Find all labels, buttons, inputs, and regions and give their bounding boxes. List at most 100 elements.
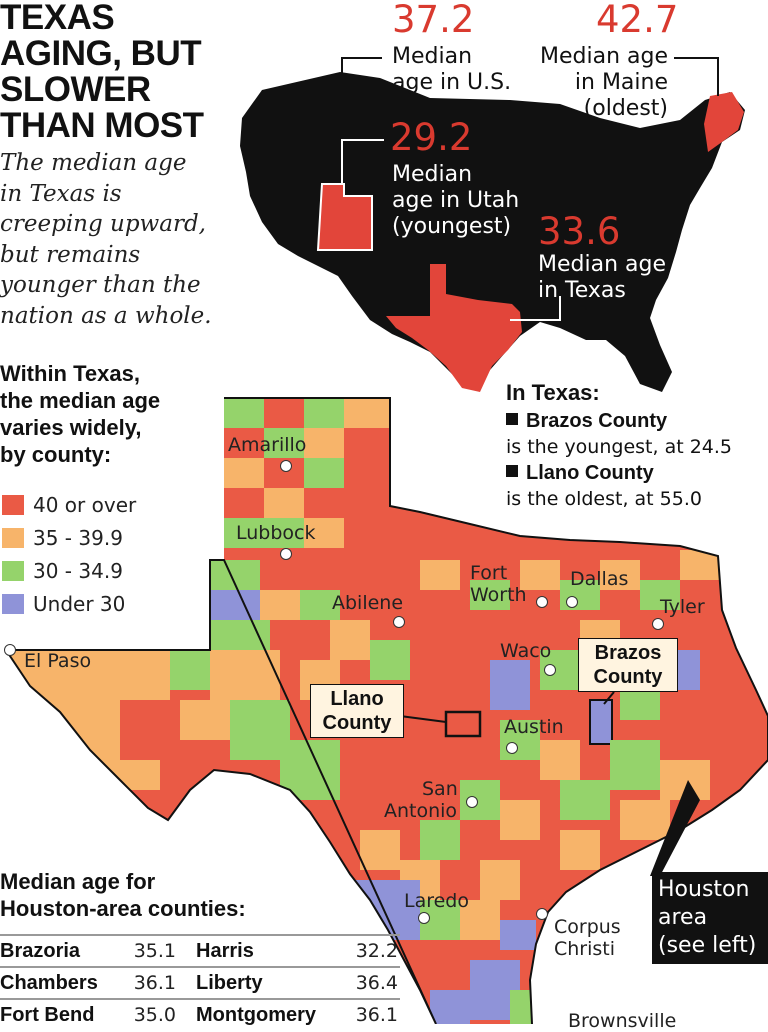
city-san-antonio-line: San bbox=[422, 778, 458, 800]
caption-line: age in U.S. bbox=[392, 70, 512, 95]
oldest-county-name: Llano County bbox=[506, 462, 654, 485]
legend-swatch bbox=[2, 561, 24, 581]
maine-median-value: 42.7 bbox=[596, 0, 679, 41]
city-dot bbox=[544, 664, 556, 676]
caption-line: Median age bbox=[540, 44, 668, 69]
caption-line: in Maine bbox=[574, 70, 668, 95]
bullet-square-icon bbox=[506, 465, 518, 477]
title-line: the median age bbox=[0, 388, 161, 413]
legend-swatch bbox=[2, 495, 24, 515]
legend-item: 40 or over bbox=[0, 492, 200, 518]
title-line: by county: bbox=[0, 442, 112, 467]
city-dallas: Dallas bbox=[570, 568, 629, 590]
city-dot bbox=[566, 596, 578, 608]
county-value: 36.4 bbox=[355, 972, 398, 994]
youngest-county-label: Brazos County bbox=[526, 410, 668, 432]
county-name: Fort Bend bbox=[0, 1004, 95, 1026]
city-dot bbox=[506, 742, 518, 754]
oldest-county-label: Llano County bbox=[526, 462, 654, 484]
city-abilene: Abilene bbox=[332, 592, 404, 614]
legend-label: 30 - 34.9 bbox=[33, 559, 123, 583]
houston-pointer bbox=[650, 780, 700, 876]
title-line: Within Texas, bbox=[0, 361, 140, 386]
llano-county-outline bbox=[444, 710, 482, 738]
deck-line: nation as a whole. bbox=[0, 302, 212, 329]
table-row: Fort Bend 35.0 Montgomery 36.1 bbox=[0, 998, 400, 1032]
callout-line: County bbox=[593, 666, 663, 688]
caption-line: Median bbox=[392, 44, 473, 69]
caption-line: Median age bbox=[538, 252, 666, 277]
city-san-antonio: San Antonio bbox=[384, 778, 458, 822]
title-line: Median age for bbox=[0, 869, 156, 894]
callout-line: Llano bbox=[330, 688, 384, 710]
city-dot bbox=[652, 618, 664, 630]
texas-median-value: 33.6 bbox=[538, 210, 621, 253]
county-name: Brazoria bbox=[0, 940, 81, 962]
city-lubbock: Lubbock bbox=[236, 522, 316, 544]
legend-item: 30 - 34.9 bbox=[0, 558, 200, 584]
legend-label: 35 - 39.9 bbox=[33, 526, 123, 550]
city-corpus-christi-line: Corpus bbox=[554, 916, 621, 938]
city-fort-worth-line: Fort bbox=[470, 562, 508, 584]
maine-leader-line bbox=[674, 57, 719, 96]
county-value: 35.1 bbox=[133, 940, 176, 962]
deck-line: younger than the bbox=[0, 272, 201, 298]
caption-line: (youngest) bbox=[392, 214, 512, 239]
city-el-paso: El Paso bbox=[24, 650, 92, 672]
city-amarillo: Amarillo bbox=[228, 434, 307, 456]
caption-line: Median bbox=[392, 162, 473, 187]
caption-line: age in Utah bbox=[392, 188, 520, 213]
texas-outline bbox=[4, 397, 768, 1024]
callout-line: (see left) bbox=[658, 933, 757, 958]
city-waco: Waco bbox=[500, 640, 552, 662]
texas-facts-title: In Texas: bbox=[506, 380, 600, 405]
city-dot bbox=[466, 796, 478, 808]
us-map-shape bbox=[240, 72, 745, 392]
title-line: varies widely, bbox=[0, 415, 142, 440]
callout-line: County bbox=[322, 712, 392, 734]
county-name: Liberty bbox=[196, 972, 263, 994]
headline-line: TEXAS bbox=[0, 0, 115, 37]
callout-line: Houston bbox=[658, 877, 750, 902]
city-corpus-christi: Corpus Christi bbox=[554, 916, 621, 960]
headline: TEXAS AGING, BUT SLOWER THAN MOST bbox=[0, 0, 230, 144]
city-dot bbox=[4, 644, 16, 656]
county-value: 32.2 bbox=[355, 940, 398, 962]
deck-line: The median age bbox=[0, 150, 187, 176]
table-row: Chambers 36.1 Liberty 36.4 bbox=[0, 966, 400, 1000]
county-name: Harris bbox=[196, 940, 254, 962]
houston-area-callout: Houston area (see left) bbox=[652, 872, 768, 964]
brazos-county-callout: Brazos County bbox=[578, 638, 678, 692]
city-san-antonio-line: Antonio bbox=[384, 800, 458, 822]
youngest-county-text: is the youngest, at 24.5 bbox=[506, 436, 733, 458]
utah-median-caption: Median age in Utah (youngest) bbox=[392, 162, 519, 240]
deck-text: The median age in Texas is creeping upwa… bbox=[0, 148, 228, 331]
llano-leader-line bbox=[399, 715, 447, 723]
us-median-value: 37.2 bbox=[392, 0, 475, 41]
legend-swatch bbox=[2, 594, 24, 614]
houston-table-title: Median age for Houston-area counties: bbox=[0, 868, 320, 922]
legend-label: Under 30 bbox=[33, 592, 126, 616]
us-leader-line bbox=[341, 57, 382, 100]
city-dot bbox=[393, 616, 405, 628]
deck-line: but remains bbox=[0, 241, 141, 268]
legend-swatch bbox=[2, 528, 24, 548]
texas-median-caption: Median age in Texas bbox=[538, 252, 666, 304]
legend-item: 35 - 39.9 bbox=[0, 525, 200, 551]
headline-line: THAN MOST bbox=[0, 106, 204, 145]
deck-line: in Texas is bbox=[0, 180, 122, 207]
legend-item: Under 30 bbox=[0, 591, 200, 617]
county-name: Montgomery bbox=[196, 1004, 316, 1026]
city-dot bbox=[536, 908, 548, 920]
utah-shape bbox=[316, 183, 373, 251]
city-tyler: Tyler bbox=[660, 596, 705, 618]
youngest-county-name: Brazos County bbox=[506, 410, 667, 433]
caption-line: (oldest) bbox=[583, 96, 668, 121]
city-brownsville: Brownsville bbox=[568, 1010, 677, 1032]
city-laredo: Laredo bbox=[404, 890, 469, 912]
county-value: 36.1 bbox=[355, 1004, 398, 1026]
county-value: 36.1 bbox=[133, 972, 176, 994]
utah-median-value: 29.2 bbox=[390, 116, 473, 159]
county-name: Chambers bbox=[0, 972, 98, 994]
